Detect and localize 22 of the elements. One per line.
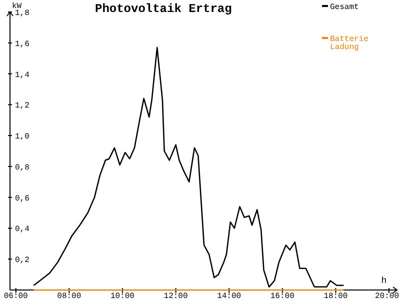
x-tick-label: 12:00 [164,292,188,300]
y-tick-label: 1,8 [15,9,30,18]
y-tick-label: 1,0 [15,132,30,142]
x-tick-label: 20:00 [374,292,400,300]
y-tick-label: 1,6 [15,40,30,49]
y-axis-title: kW [12,2,22,11]
x-tick-label: 08:00 [57,292,82,300]
y-tick-label: 0,2 [15,256,30,266]
legend-label: Gesamt [330,3,359,12]
y-tick-label: 1,4 [15,70,30,80]
x-axis-title: h [381,276,387,286]
x-tick-label: 14:00 [217,292,242,300]
chart-title: Photovoltaik Ertrag [95,2,232,16]
y-tick-label: 1,2 [15,102,30,111]
x-tick-label: 06:00 [4,292,28,300]
y-tick-label: 0,8 [15,163,30,172]
legend-label: Batterie Ladung [330,35,369,52]
x-tick-label: 10:00 [110,292,135,300]
x-tick-label: 16:00 [270,292,295,300]
y-tick-label: 0,6 [15,194,30,204]
y-tick-label: 0,4 [15,225,30,234]
x-tick-label: 18:00 [324,292,348,300]
